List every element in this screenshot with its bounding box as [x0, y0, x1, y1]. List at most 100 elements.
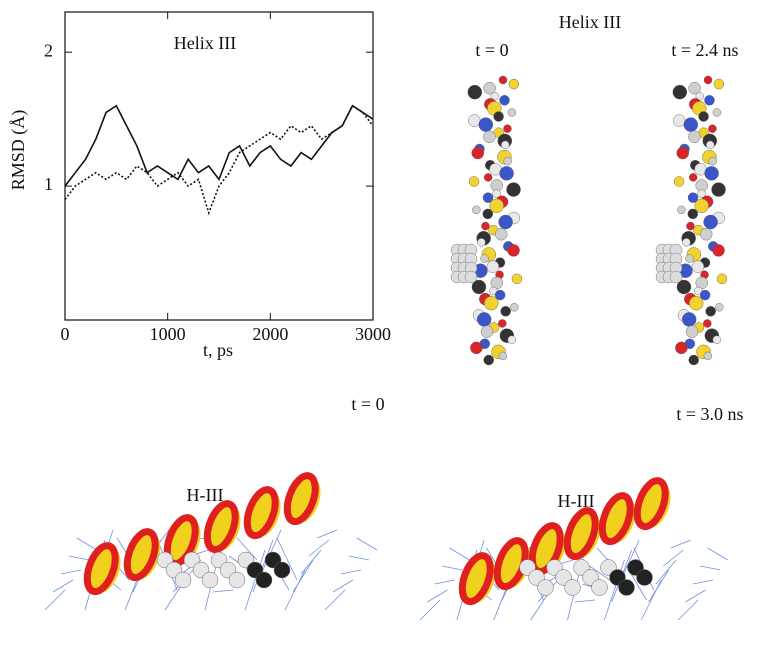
atom	[689, 295, 704, 311]
side-chain	[76, 537, 98, 551]
side-chain	[284, 569, 306, 611]
atom	[688, 173, 698, 182]
atom	[498, 319, 507, 328]
atom	[704, 95, 715, 106]
atom	[499, 95, 510, 106]
atom	[468, 114, 481, 127]
y-axis-label: RMSD (Å)	[8, 110, 29, 191]
helix-turn	[83, 542, 119, 596]
side-chain	[670, 539, 691, 549]
atom	[498, 214, 513, 230]
atom	[228, 571, 246, 589]
side-chain	[692, 579, 713, 585]
atom	[715, 303, 724, 312]
atom	[669, 270, 683, 284]
atom	[708, 124, 717, 133]
side-chain	[427, 589, 448, 603]
side-chain	[316, 529, 338, 539]
atom	[511, 273, 523, 285]
time-label: t = 3.0 ns	[676, 404, 743, 424]
side-chain	[236, 537, 258, 561]
atom	[699, 289, 711, 301]
atom	[687, 208, 698, 220]
atom	[510, 303, 519, 312]
atom	[489, 198, 504, 213]
atom	[564, 579, 581, 596]
atom	[477, 238, 486, 247]
atom	[618, 579, 635, 596]
side-chain	[244, 549, 266, 611]
atom	[675, 341, 688, 355]
atom	[694, 198, 709, 213]
atom	[682, 238, 691, 247]
x-tick-label: 2000	[252, 324, 288, 344]
atom	[507, 108, 517, 117]
atom	[706, 140, 715, 150]
side-chain	[332, 579, 354, 593]
side-chain	[648, 569, 669, 603]
atom	[493, 111, 504, 122]
atom	[681, 312, 697, 327]
atom	[174, 571, 192, 589]
atom	[591, 579, 608, 596]
atom	[480, 254, 489, 263]
x-tick-label: 3000	[355, 324, 391, 344]
atom	[712, 244, 725, 257]
atom	[471, 146, 484, 160]
side-chain	[574, 599, 595, 603]
x-tick-label: 0	[61, 324, 70, 344]
atom	[483, 354, 494, 366]
helix-turn	[563, 507, 599, 561]
atom	[677, 205, 686, 215]
atom	[471, 279, 487, 295]
atom	[494, 289, 506, 301]
side-chain	[44, 589, 66, 611]
time-label: t = 0	[475, 40, 508, 60]
helix-label: H-III	[558, 491, 595, 511]
atom	[468, 176, 480, 187]
chart-annotation: Helix III	[174, 33, 236, 53]
side-chain	[292, 559, 314, 593]
atom	[470, 341, 483, 355]
atom	[478, 117, 494, 132]
atom	[201, 571, 219, 589]
atom	[482, 208, 493, 220]
atom	[500, 306, 511, 317]
atom	[507, 335, 516, 344]
atom	[472, 205, 481, 215]
atom	[498, 75, 508, 85]
atom	[688, 354, 699, 366]
molecule-images	[44, 75, 728, 621]
helix-turn	[123, 528, 159, 582]
atom	[703, 214, 718, 230]
atom	[492, 189, 501, 198]
atom	[685, 325, 699, 338]
atom	[480, 325, 494, 338]
atom	[501, 140, 510, 150]
time-label: t = 0	[351, 394, 384, 414]
atom	[703, 75, 713, 85]
side-chain	[212, 589, 234, 593]
helix-turn	[243, 486, 279, 540]
atom	[467, 84, 483, 100]
side-chain	[685, 589, 706, 603]
side-chain	[663, 549, 684, 567]
side-chain	[603, 559, 625, 621]
side-chain	[677, 599, 699, 621]
atom	[503, 156, 512, 166]
atom	[712, 335, 721, 344]
side-chain	[300, 549, 322, 575]
helix-label: H-III	[187, 485, 224, 505]
series-line	[64, 104, 374, 187]
side-chain	[707, 547, 728, 561]
atom	[673, 114, 686, 127]
plot-frame	[64, 11, 374, 321]
atom	[672, 84, 688, 100]
side-chain	[449, 547, 470, 561]
atom	[464, 270, 478, 284]
side-chain	[700, 565, 721, 571]
atom	[484, 295, 499, 311]
side-chain	[308, 539, 330, 557]
atom	[703, 319, 712, 328]
atom	[495, 228, 508, 241]
